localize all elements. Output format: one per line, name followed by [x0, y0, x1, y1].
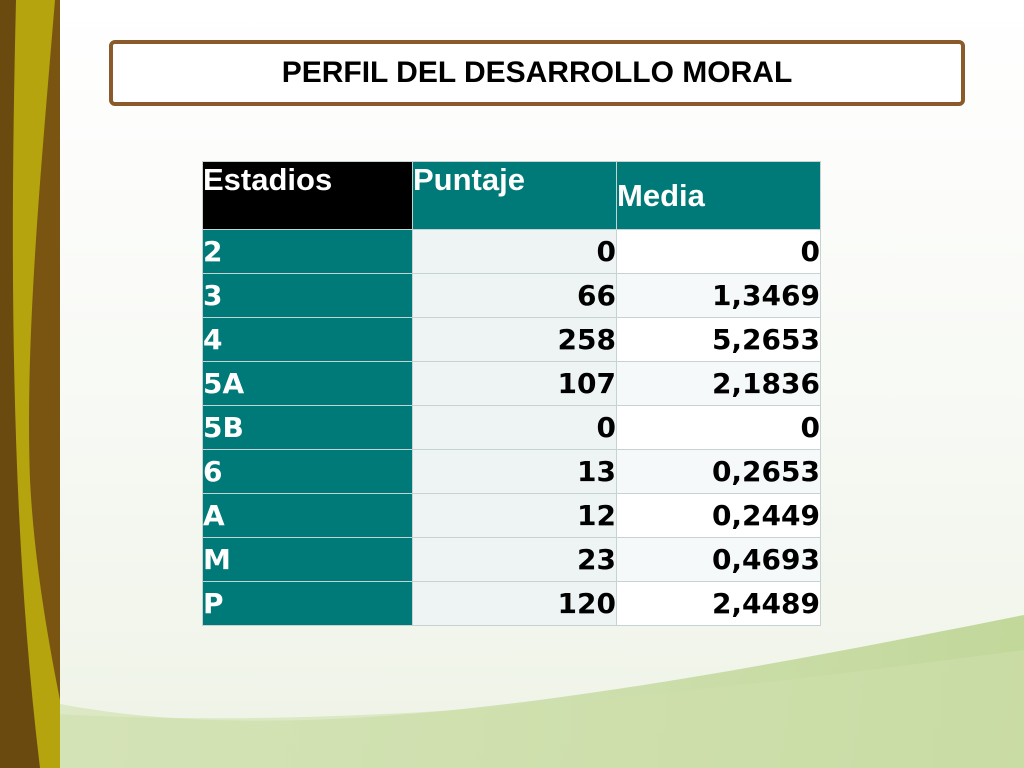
score-cell: 66 — [412, 273, 617, 318]
title-box: PERFIL DEL DESARROLLO MORAL — [109, 40, 965, 106]
bottom-light-wave — [0, 650, 1024, 768]
mean-cell: 2,1836 — [616, 361, 821, 406]
table-row: 5A 107 2,1836 — [202, 361, 821, 406]
table-row: M 23 0,4693 — [202, 537, 821, 582]
stage-cell: M — [202, 537, 413, 582]
header-media: Media — [616, 161, 821, 230]
mean-cell: 0,2653 — [616, 449, 821, 494]
slide-title: PERFIL DEL DESARROLLO MORAL — [281, 56, 793, 89]
stage-cell: 5A — [202, 361, 413, 406]
stage-cell: P — [202, 581, 413, 626]
table-row: A 12 0,2449 — [202, 493, 821, 538]
stage-cell: 4 — [202, 317, 413, 362]
stage-cell: 2 — [202, 229, 413, 274]
mean-cell: 0 — [616, 405, 821, 450]
stage-cell: 5B — [202, 405, 413, 450]
mean-cell: 0,4693 — [616, 537, 821, 582]
score-cell: 23 — [412, 537, 617, 582]
header-estadios: Estadios — [202, 161, 413, 230]
mean-cell: 0 — [616, 229, 821, 274]
stage-cell: A — [202, 493, 413, 538]
score-cell: 120 — [412, 581, 617, 626]
moral-development-table: Estadios Puntaje Media 2 0 0 3 66 1,3469… — [202, 161, 821, 626]
score-cell: 13 — [412, 449, 617, 494]
mean-cell: 5,2653 — [616, 317, 821, 362]
table-row: 2 0 0 — [202, 229, 821, 274]
score-cell: 0 — [412, 405, 617, 450]
table-row: 6 13 0,2653 — [202, 449, 821, 494]
score-cell: 107 — [412, 361, 617, 406]
score-cell: 0 — [412, 229, 617, 274]
table-row: 4 258 5,2653 — [202, 317, 821, 362]
mean-cell: 1,3469 — [616, 273, 821, 318]
table-row: P 120 2,4489 — [202, 581, 821, 626]
mean-cell: 0,2449 — [616, 493, 821, 538]
table-header-row: Estadios Puntaje Media — [202, 161, 821, 230]
table-row: 3 66 1,3469 — [202, 273, 821, 318]
score-cell: 258 — [412, 317, 617, 362]
score-cell: 12 — [412, 493, 617, 538]
header-puntaje: Puntaje — [412, 161, 617, 230]
left-dark-strip — [0, 0, 40, 768]
table-row: 5B 0 0 — [202, 405, 821, 450]
stage-cell: 3 — [202, 273, 413, 318]
stage-cell: 6 — [202, 449, 413, 494]
mean-cell: 2,4489 — [616, 581, 821, 626]
